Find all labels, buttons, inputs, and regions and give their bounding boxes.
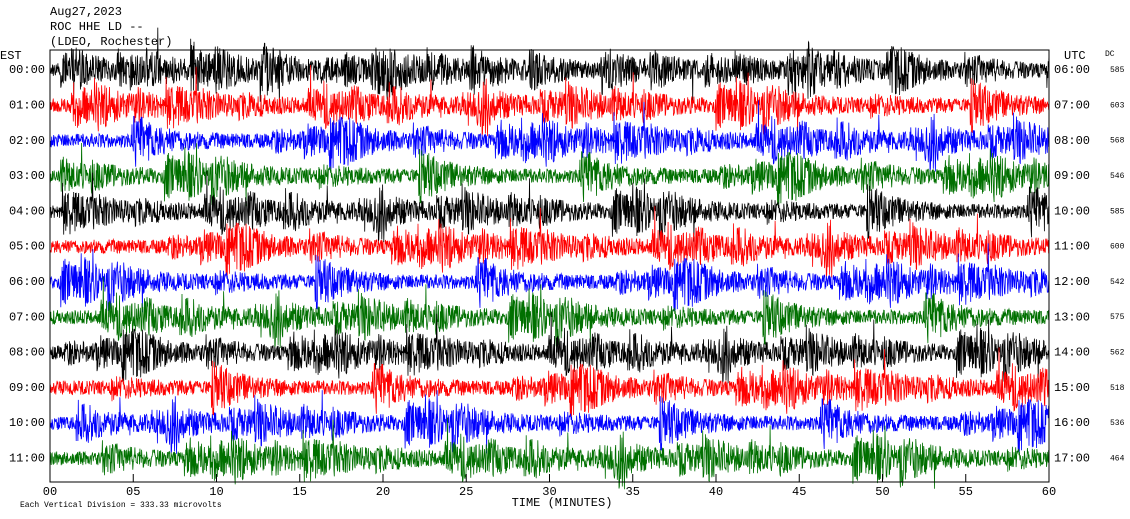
trace — [49, 170, 1050, 243]
utc-label: 09:00 — [1054, 169, 1090, 183]
est-label: 06:00 — [9, 275, 45, 289]
utc-label: 11:00 — [1054, 240, 1090, 254]
x-tick-label: 50 — [875, 485, 889, 499]
utc-label: 08:00 — [1054, 134, 1090, 148]
trace — [49, 418, 1050, 490]
dc-value: 603 — [1110, 101, 1125, 110]
dc-value: 546 — [1110, 172, 1125, 181]
dc-value: 585 — [1110, 207, 1125, 216]
utc-label: 12:00 — [1054, 275, 1090, 289]
dc-value: 568 — [1110, 137, 1125, 146]
est-label: 07:00 — [9, 310, 45, 324]
footnote: Each Vertical Division = 333.33 microvol… — [20, 501, 222, 510]
x-tick-label: 45 — [792, 485, 806, 499]
est-label: 11:00 — [9, 451, 45, 465]
trace — [49, 243, 1050, 313]
trace — [49, 27, 1050, 111]
trace — [49, 65, 1050, 137]
x-tick-label: 05 — [126, 485, 140, 499]
dc-value: 542 — [1110, 278, 1125, 287]
trace — [49, 347, 1050, 417]
est-label: 10:00 — [9, 416, 45, 430]
x-tick-label: 35 — [626, 485, 640, 499]
est-label: 05:00 — [9, 240, 45, 254]
x-tick-label: 10 — [209, 485, 223, 499]
dc-value: 575 — [1110, 313, 1125, 322]
trace — [49, 390, 1050, 454]
traces — [49, 27, 1050, 490]
x-tick-label: 30 — [542, 485, 556, 499]
x-tick-label: 40 — [709, 485, 723, 499]
utc-label: 10:00 — [1054, 204, 1090, 218]
x-tick-label: 15 — [293, 485, 307, 499]
trace — [49, 100, 1050, 172]
est-label: 04:00 — [9, 204, 45, 218]
est-label: 01:00 — [9, 98, 45, 112]
x-tick-label: 00 — [43, 485, 57, 499]
est-label: 02:00 — [9, 134, 45, 148]
utc-label: 13:00 — [1054, 310, 1090, 324]
est-label: 03:00 — [9, 169, 45, 183]
x-tick-label: 55 — [959, 485, 973, 499]
x-axis-label: TIME (MINUTES) — [512, 496, 613, 510]
dc-label: DC — [1105, 50, 1115, 59]
title-line: ROC HHE LD -- — [50, 20, 144, 34]
dc-value: 600 — [1110, 243, 1125, 252]
right-axis-label: UTC — [1064, 49, 1086, 63]
title-line: Aug27,2023 — [50, 5, 122, 19]
dc-value: 518 — [1110, 384, 1125, 393]
dc-value: 585 — [1110, 66, 1125, 75]
utc-label: 06:00 — [1054, 63, 1090, 77]
est-label: 08:00 — [9, 346, 45, 360]
utc-label: 15:00 — [1054, 381, 1090, 395]
x-tick-label: 60 — [1042, 485, 1056, 499]
x-tick-label: 20 — [376, 485, 390, 499]
trace — [49, 312, 1050, 384]
est-label: 00:00 — [9, 63, 45, 77]
title-line: (LDEO, Rochester) — [50, 35, 172, 49]
dc-value: 536 — [1110, 419, 1125, 428]
utc-label: 17:00 — [1054, 451, 1090, 465]
dc-value: 464 — [1110, 454, 1125, 463]
trace — [49, 142, 1050, 207]
left-axis-label: EST — [0, 49, 22, 63]
est-label: 09:00 — [9, 381, 45, 395]
utc-label: 14:00 — [1054, 346, 1090, 360]
x-tick-label: 25 — [459, 485, 473, 499]
utc-label: 07:00 — [1054, 98, 1090, 112]
utc-label: 16:00 — [1054, 416, 1090, 430]
trace — [49, 206, 1050, 278]
trace — [49, 276, 1050, 349]
dc-value: 562 — [1110, 349, 1125, 358]
